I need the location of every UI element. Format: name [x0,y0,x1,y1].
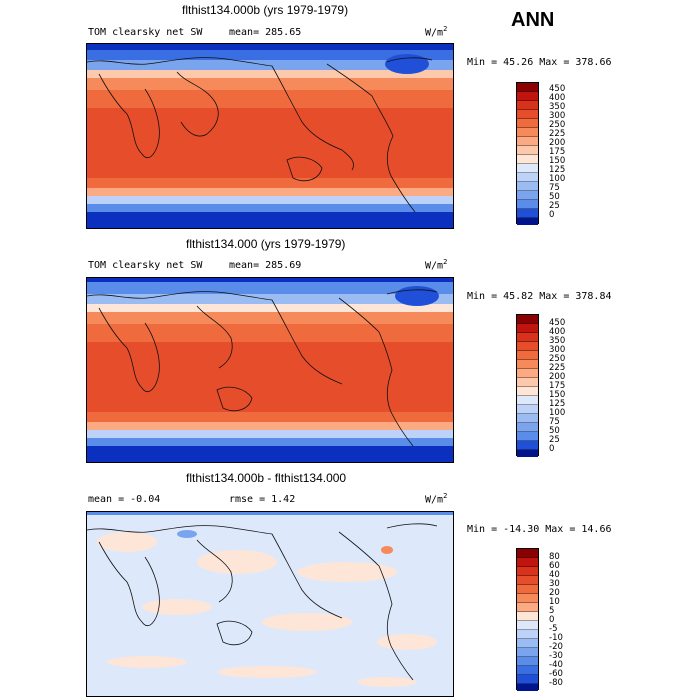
colorbar-tick: 125 [549,399,566,409]
panel-1-field-label: TOM clearsky net SW [88,27,203,38]
colorbar-tick: 250 [549,354,566,364]
colorbar-tick: 25 [549,435,560,445]
panel-3-map-svg [87,512,453,696]
panel-3-minmax: Min = -14.30 Max = 14.66 [467,524,612,535]
colorbar-tick: 25 [549,201,560,211]
colorbar-tick: 200 [549,138,566,148]
colorbar-tick: 100 [549,174,566,184]
colorbar-tick: 10 [549,597,560,607]
colorbar-tick: 50 [549,192,560,202]
colorbar-tick: 175 [549,147,566,157]
season-label: ANN [511,9,555,31]
colorbar-tick: 300 [549,345,566,355]
colorbar-tick: 5 [549,606,555,616]
colorbar-tick: 225 [549,363,566,373]
panel-2-units: W/m2 [425,258,448,272]
colorbar-tick: -20 [549,642,563,652]
panel-3-coastlines [87,523,438,681]
panel-3-mean: mean = -0.04 [88,494,161,505]
panel-2-field-label: TOM clearsky net SW [88,260,203,271]
panel-1-colorbar-labels: 450 400 350 300 250 225 200 175 150 125 … [549,84,589,224]
colorbar-tick: 30 [549,579,560,589]
colorbar-tick: 0 [549,210,555,220]
greenland-shape [385,54,429,74]
colorbar-tick: 250 [549,120,566,130]
colorbar-tick: -10 [549,633,563,643]
colorbar-tick: 450 [549,318,566,328]
panel-2-title: flthist134.000 (yrs 1979-1979) [186,237,346,251]
colorbar-tick: -30 [549,651,563,661]
panel-2-mean: mean= 285.69 [229,260,302,271]
colorbar-tick: 150 [549,156,566,166]
colorbar-tick: 50 [549,426,560,436]
colorbar-tick: 400 [549,93,566,103]
colorbar-tick: 20 [549,588,560,598]
panel-1-units: W/m2 [425,25,448,39]
colorbar-tick: 40 [549,570,560,580]
colorbar-tick: 150 [549,390,566,400]
colorbar-tick: 175 [549,381,566,391]
panel-1-map-svg [87,44,453,228]
panel-2-colorbar [516,314,539,457]
panel-2-minmax: Min = 45.82 Max = 378.84 [467,291,612,302]
panel-3-units: W/m2 [425,492,448,506]
colorbar-tick: 350 [549,336,566,346]
greenland-shape [395,286,439,306]
panel-1-mean: mean= 285.65 [229,27,302,38]
colorbar-tick: 125 [549,165,566,175]
colorbar-tick: 0 [549,615,555,625]
colorbar-tick: -80 [549,678,563,688]
colorbar-tick: 300 [549,111,566,121]
colorbar-tick: 225 [549,129,566,139]
colorbar-tick: 200 [549,372,566,382]
colorbar-tick: 75 [549,183,560,193]
panel-1-colorbar [516,82,539,225]
panel-2-map-svg [87,278,453,462]
panel-1-minmax: Min = 45.26 Max = 378.66 [467,57,612,68]
panel-1-coastlines [87,57,433,213]
panel-2-colorbar-labels: 450 400 350 300 250 225 200 175 150 125 … [549,318,589,458]
colorbar-tick: 400 [549,327,566,337]
colorbar-tick: 100 [549,408,566,418]
colorbar-tick: -60 [549,669,563,679]
panel-3-colorbar-labels: 80 60 40 30 20 10 5 0 -5 -10 -20 -30 -40… [549,552,589,692]
panel-2-map [86,277,454,463]
colorbar-tick: 350 [549,102,566,112]
colorbar-tick: 450 [549,84,566,94]
panel-1-map [86,43,454,229]
panel-3-rmse: rmse = 1.42 [229,494,296,505]
colorbar-tick: -40 [549,660,563,670]
panel-3-map [86,511,454,697]
colorbar-tick: 80 [549,552,560,562]
colorbar-tick: 75 [549,417,560,427]
panel-1-title: flthist134.000b (yrs 1979-1979) [182,3,349,17]
colorbar-tick: 60 [549,561,560,571]
panel-2-coastlines [87,289,438,447]
panel-3-title: flthist134.000b - flthist134.000 [186,471,347,485]
panel-3-colorbar [516,548,539,691]
colorbar-tick: 0 [549,444,555,454]
colorbar-tick: -5 [549,624,558,634]
